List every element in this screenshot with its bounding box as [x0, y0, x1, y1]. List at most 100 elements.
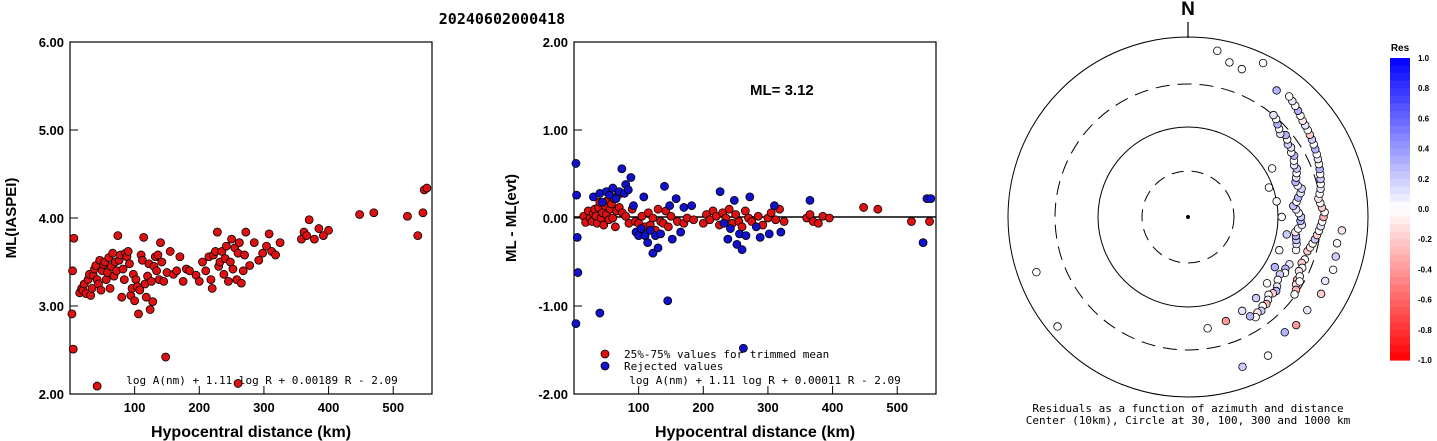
colorbar-cell	[1390, 118, 1410, 127]
ml-iaspei-chart: ML(IASPEI) Hypocentral distance (km) log…	[3, 35, 433, 441]
colorbar-cell	[1390, 352, 1410, 361]
chart2-ylabel: ML - ML(evt)	[503, 174, 520, 262]
data-point-a	[262, 241, 271, 251]
data-point-a	[201, 266, 211, 276]
legend-label-trimmed: 25%-75% values for trimmed mean	[624, 348, 829, 361]
center-dot	[1186, 215, 1190, 219]
colorbar-cell	[1390, 163, 1410, 172]
data-point-a	[740, 206, 750, 216]
data-point-a	[753, 211, 763, 221]
data-point-a	[355, 210, 365, 219]
polar-caption-1: Residuals as a function of azimuth and d…	[1032, 402, 1343, 415]
colorbar-cell	[1390, 171, 1410, 180]
data-point-a	[238, 266, 248, 276]
colorbar-tick-label: 0.2	[1418, 175, 1430, 184]
data-point-a	[118, 264, 128, 274]
data-point-b	[745, 192, 755, 202]
polar-data-point	[1303, 305, 1312, 315]
polar-data-point	[1267, 164, 1277, 173]
north-label: N	[1181, 0, 1195, 20]
colorbar-cell	[1390, 156, 1410, 165]
data-point-a	[139, 232, 149, 242]
colorbar-cell	[1390, 193, 1410, 203]
polar-data-point	[1282, 230, 1291, 239]
data-point-a	[147, 276, 156, 286]
colorbar-cell	[1390, 88, 1410, 97]
data-point-b	[611, 194, 621, 204]
colorbar-tick-label: 0.4	[1418, 145, 1430, 154]
data-point-a	[873, 204, 883, 214]
data-point-a	[135, 285, 145, 295]
polar-data-point	[1270, 262, 1280, 272]
colorbar-cell	[1390, 73, 1410, 82]
data-point-a	[96, 285, 106, 295]
colorbar-cell	[1390, 65, 1410, 74]
data-point-a	[254, 255, 264, 265]
data-point-a	[245, 261, 255, 270]
data-point-a	[69, 233, 79, 243]
data-point-a	[134, 309, 143, 319]
data-point-a	[159, 276, 169, 286]
data-point-b	[572, 232, 582, 242]
legend-marker-trimmed	[600, 349, 610, 359]
colorbar-cell	[1390, 329, 1410, 338]
polar-data-point	[1238, 362, 1247, 371]
y-tick-label: 3.00	[39, 299, 64, 314]
polar-data-point	[1331, 252, 1340, 261]
data-point-a	[219, 269, 229, 279]
data-point-a	[369, 208, 379, 218]
data-point-a	[648, 213, 658, 223]
polar-data-point	[1263, 351, 1273, 360]
polar-data-point	[1053, 322, 1062, 331]
data-point-b	[598, 197, 607, 207]
y-tick-label: -1.00	[538, 299, 568, 314]
data-point-a	[175, 252, 185, 262]
colorbar-tick-label: 0.8	[1418, 84, 1430, 93]
data-point-b	[679, 203, 689, 212]
data-point-b	[732, 239, 742, 249]
data-point-a	[206, 275, 216, 285]
colorbar-cell	[1390, 178, 1410, 187]
data-point-a	[314, 224, 324, 233]
chart2-formula: log A(nm) + 1.11 log R + 0.00011 R - 2.0…	[629, 374, 901, 387]
colorbar-cell	[1390, 276, 1410, 286]
colorbar-cell	[1390, 254, 1410, 263]
colorbar-cell	[1390, 95, 1410, 104]
data-point-a	[156, 238, 165, 248]
polar-data-point	[1295, 277, 1304, 286]
data-point-a	[161, 352, 171, 362]
x-tick-label: 300	[253, 400, 275, 415]
polar-data-point	[1203, 324, 1212, 333]
x-tick-label: 400	[822, 400, 844, 415]
colorbar-cell	[1390, 231, 1410, 240]
data-point-a	[805, 210, 815, 219]
data-point-a	[621, 211, 631, 221]
colorbar-tick-label: -0.6	[1418, 296, 1432, 305]
data-point-b	[667, 234, 677, 244]
colorbar-tick-label: -0.8	[1418, 326, 1432, 335]
data-point-b	[715, 187, 725, 197]
data-point-b	[648, 248, 658, 258]
data-point-a	[212, 227, 222, 237]
data-point-a	[185, 266, 194, 276]
colorbar-cell	[1390, 239, 1410, 248]
data-point-b	[656, 229, 666, 239]
data-point-a	[766, 208, 776, 218]
data-point-a	[141, 292, 151, 302]
data-point-b	[660, 181, 669, 191]
x-tick-label: 400	[318, 400, 340, 415]
data-point-a	[422, 183, 432, 193]
data-point-a	[233, 379, 243, 388]
data-point-b	[729, 195, 739, 205]
data-point-a	[165, 247, 175, 256]
polar-data-point	[1277, 212, 1286, 222]
polar-data-point	[1332, 239, 1342, 248]
data-point-a	[92, 381, 102, 391]
colorbar-cell	[1390, 216, 1410, 225]
data-point-a	[318, 231, 328, 241]
ml-annotation: ML= 3.12	[750, 82, 814, 99]
chart2-xlabel: Hypocentral distance (km)	[655, 424, 855, 441]
chart1-xlabel: Hypocentral distance (km)	[151, 424, 351, 441]
data-point-a	[610, 222, 620, 232]
